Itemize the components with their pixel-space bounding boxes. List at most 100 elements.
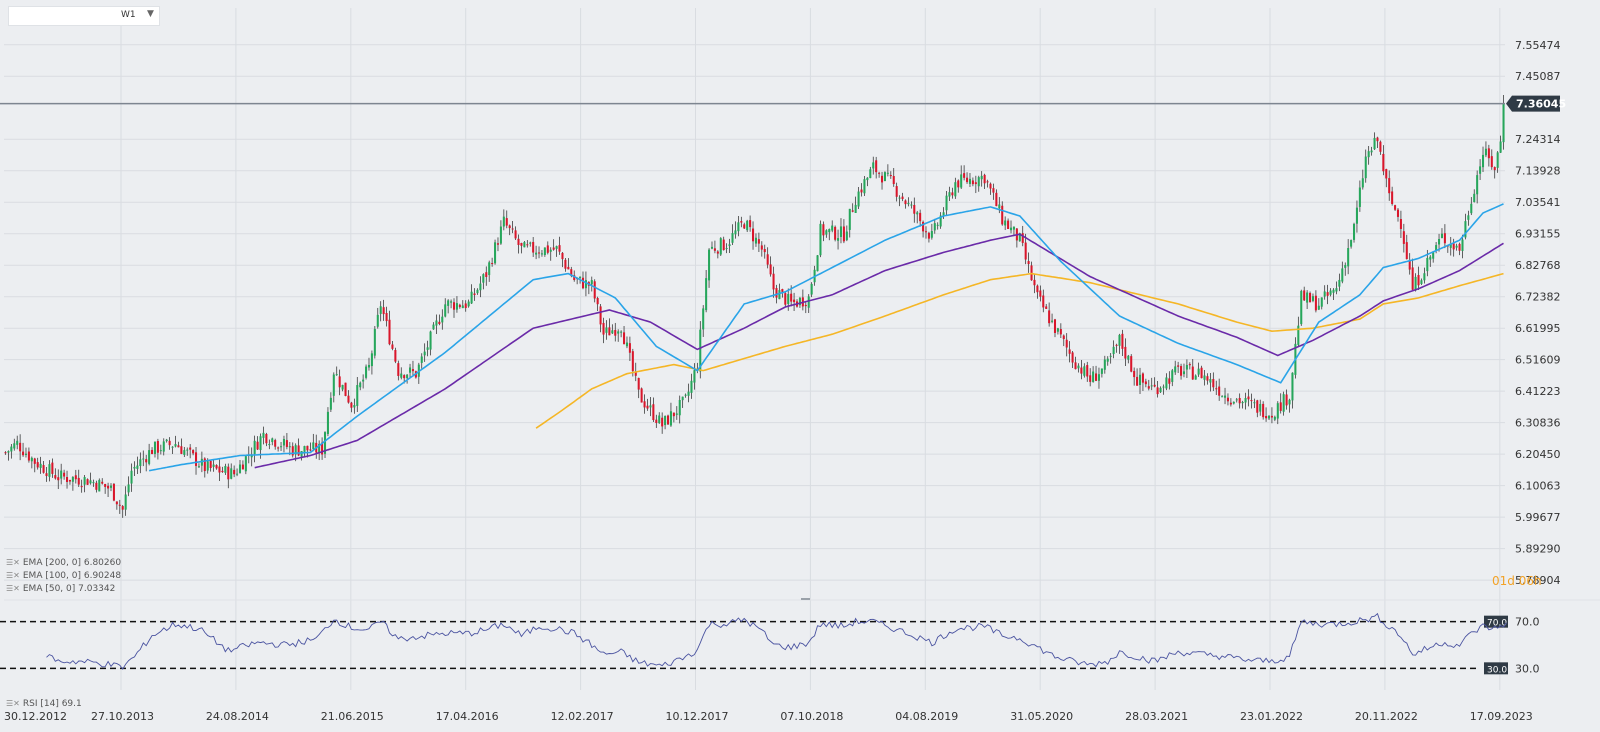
candle-body	[206, 461, 209, 471]
legend-ema200[interactable]: ☰✕ EMA [200, 0] 6.80260	[6, 558, 121, 568]
chevron-down-icon[interactable]: ▼	[147, 9, 154, 19]
candle-body	[1329, 290, 1332, 295]
candle-body	[1138, 374, 1142, 386]
candle-body	[7, 451, 10, 453]
candle-body	[1106, 358, 1109, 362]
pane-resize-handle[interactable]	[801, 598, 810, 600]
candle-body	[1141, 373, 1144, 383]
time-tick-label: 04.08.2019	[895, 710, 958, 723]
candle-body	[136, 465, 139, 469]
candle-body	[828, 229, 831, 233]
candle-body	[1391, 191, 1394, 204]
candle-body	[420, 356, 423, 363]
candle-body	[922, 221, 925, 232]
candle-body	[749, 220, 752, 228]
settings-icon[interactable]: ☰✕	[6, 699, 20, 708]
candle-body	[1168, 378, 1171, 384]
candle-body	[1320, 297, 1323, 307]
time-tick-label: 12.02.2017	[551, 710, 614, 723]
candle-body	[285, 440, 288, 447]
candle-body	[652, 404, 655, 421]
candle-body	[1068, 349, 1071, 354]
candle-body	[271, 438, 274, 443]
candle-body	[514, 230, 517, 239]
rsi-pane: 70.0 70.0 30.0 30.0	[0, 612, 1540, 675]
candle-body	[678, 399, 681, 416]
candle-body	[1100, 368, 1103, 374]
candle-body	[842, 226, 845, 242]
rsi-level-badge	[1484, 662, 1508, 675]
legend-rsi[interactable]: ☰✕ RSI [14] 69.1	[6, 699, 82, 709]
candle-body	[549, 249, 552, 252]
candle-body	[238, 464, 242, 473]
candle-body	[907, 202, 910, 205]
legend-ema100[interactable]: ☰✕ EMA [100, 0] 6.90248	[6, 571, 121, 581]
settings-icon[interactable]: ☰✕	[6, 571, 20, 580]
candle-body	[171, 446, 174, 448]
settings-icon[interactable]: ☰✕	[6, 584, 20, 593]
candle-body	[1370, 150, 1373, 153]
candle-body	[494, 242, 497, 264]
candle-body	[555, 246, 558, 249]
candle-body	[728, 244, 731, 247]
candle-body	[499, 226, 502, 244]
candle-body	[1051, 320, 1054, 322]
price-tick-label: 6.82768	[1515, 259, 1561, 272]
candle-body	[974, 182, 977, 185]
candle-body	[1212, 378, 1215, 388]
candle-body	[822, 224, 825, 236]
candle-body	[297, 445, 300, 456]
candle-body	[989, 183, 992, 189]
candle-body	[496, 243, 500, 245]
candle-body	[1235, 399, 1238, 401]
candle-body	[954, 182, 957, 197]
candle-body	[394, 349, 397, 362]
candle-body	[590, 280, 593, 285]
candle-body	[860, 189, 863, 193]
candle-body	[1323, 291, 1326, 297]
candle-body	[57, 477, 60, 481]
settings-icon[interactable]: ☰✕	[6, 558, 20, 567]
candle-body	[963, 173, 966, 178]
candle-body	[253, 440, 256, 454]
price-tick-label: 6.61995	[1515, 322, 1561, 335]
candle-body	[306, 445, 309, 451]
candle-body	[1012, 226, 1015, 230]
legend-ema50[interactable]: ☰✕ EMA [50, 0] 7.03342	[6, 584, 115, 594]
candle-body	[16, 440, 19, 445]
candle-body	[564, 259, 567, 269]
candle-body	[1443, 233, 1446, 244]
timeframe-selector[interactable]: W1 ▼	[8, 6, 160, 26]
candle-body	[54, 475, 57, 479]
candle-body	[391, 344, 394, 349]
candle-body	[1182, 371, 1186, 375]
candle-body	[1118, 334, 1121, 346]
candle-body	[684, 394, 687, 396]
candle-body	[614, 329, 617, 336]
candle-body	[1499, 141, 1502, 153]
candle-body	[200, 458, 203, 466]
candle-body	[461, 305, 464, 309]
candle-body	[356, 385, 359, 406]
candle-body	[60, 470, 63, 479]
candle-body	[816, 255, 819, 272]
time-axis[interactable]: 30.12.2012 27.10.2013 24.08.2014 21.06.2015…	[4, 710, 1533, 723]
candle-body	[1185, 364, 1188, 370]
candle-body	[913, 205, 916, 214]
candle-body	[570, 269, 573, 276]
candle-body	[447, 300, 450, 306]
candle-body	[1033, 279, 1036, 286]
candle-body	[854, 204, 857, 213]
candle-body	[1399, 219, 1402, 230]
last-price-badge	[1506, 95, 1560, 112]
candle-body	[561, 252, 564, 260]
candle-body	[1024, 242, 1027, 260]
candle-body	[115, 501, 118, 505]
candle-body	[1256, 400, 1259, 413]
price-axis[interactable]: 7.55474 7.45087 7.24314 7.13928 7.03541 6.931…	[1515, 39, 1561, 587]
candle-body	[1461, 239, 1464, 251]
candle-body	[227, 466, 230, 480]
candle-body	[473, 293, 476, 296]
candle-body	[68, 479, 71, 482]
